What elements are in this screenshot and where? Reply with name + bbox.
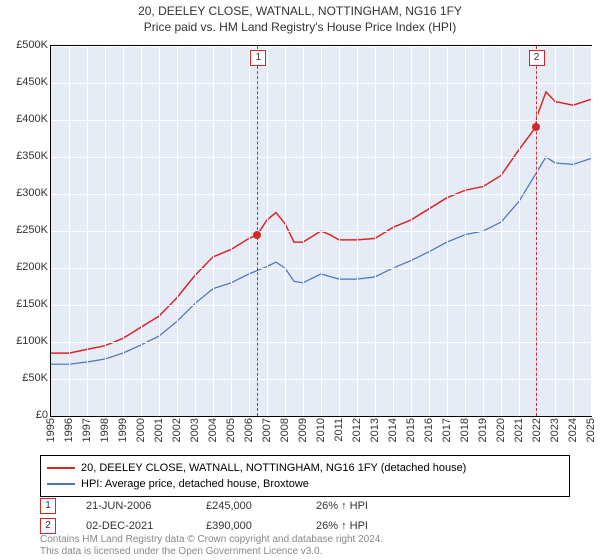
x-axis-label: 2025	[585, 418, 597, 442]
sale-marker-2: 2	[40, 518, 56, 534]
x-axis-label: 1999	[117, 418, 129, 442]
sale-row-1: 1 21-JUN-2006 £245,000 26% ↑ HPI	[40, 498, 368, 514]
x-axis-label: 2007	[261, 418, 273, 442]
chart-title: 20, DEELEY CLOSE, WATNALL, NOTTINGHAM, N…	[0, 0, 600, 18]
footer-line-2: This data is licensed under the Open Gov…	[40, 546, 383, 558]
x-axis-label: 2017	[441, 418, 453, 442]
x-axis-label: 1995	[45, 418, 57, 442]
footer-attribution: Contains HM Land Registry data © Crown c…	[40, 534, 383, 558]
legend-label-hpi: HPI: Average price, detached house, Brox…	[81, 478, 309, 490]
legend-label-property: 20, DEELEY CLOSE, WATNALL, NOTTINGHAM, N…	[81, 462, 466, 474]
legend-row-property: 20, DEELEY CLOSE, WATNALL, NOTTINGHAM, N…	[47, 460, 563, 476]
chart-subtitle: Price paid vs. HM Land Registry's House …	[0, 18, 600, 34]
y-axis-label: £450K	[16, 76, 48, 88]
chart-plot-area: 12	[50, 45, 592, 417]
sale-row-2: 2 02-DEC-2021 £390,000 26% ↑ HPI	[40, 518, 368, 534]
x-axis-label: 2000	[135, 418, 147, 442]
sale-dot	[253, 231, 261, 239]
sale-date-2: 02-DEC-2021	[86, 520, 176, 532]
footer-line-1: Contains HM Land Registry data © Crown c…	[40, 534, 383, 546]
x-axis-label: 2013	[369, 418, 381, 442]
x-axis-label: 1998	[99, 418, 111, 442]
x-axis-label: 2022	[531, 418, 543, 442]
x-axis-label: 1997	[81, 418, 93, 442]
x-axis-label: 2002	[171, 418, 183, 442]
x-axis-label: 2019	[477, 418, 489, 442]
x-axis-label: 2003	[189, 418, 201, 442]
sale-date-1: 21-JUN-2006	[86, 500, 176, 512]
legend-row-hpi: HPI: Average price, detached house, Brox…	[47, 476, 563, 492]
x-axis-label: 2014	[387, 418, 399, 442]
x-axis-label: 2020	[495, 418, 507, 442]
y-axis-label: £500K	[16, 39, 48, 51]
x-axis-label: 2006	[243, 418, 255, 442]
sale-price-2: £390,000	[206, 520, 286, 532]
y-axis-label: £100K	[16, 335, 48, 347]
x-axis-label: 2018	[459, 418, 471, 442]
x-axis-label: 2015	[405, 418, 417, 442]
y-axis-label: £350K	[16, 150, 48, 162]
y-axis-label: £150K	[16, 298, 48, 310]
x-axis-label: 2012	[351, 418, 363, 442]
x-axis-label: 2011	[333, 418, 345, 442]
legend-swatch-hpi	[47, 483, 75, 485]
chart-marker-box: 1	[250, 50, 266, 66]
y-axis-label: £250K	[16, 224, 48, 236]
x-axis-label: 2001	[153, 418, 165, 442]
x-axis-label: 2023	[549, 418, 561, 442]
chart-marker-box: 2	[529, 50, 545, 66]
x-axis-label: 2008	[279, 418, 291, 442]
x-axis-label: 2024	[567, 418, 579, 442]
sale-marker-1: 1	[40, 498, 56, 514]
x-axis-label: 2004	[207, 418, 219, 442]
sale-price-1: £245,000	[206, 500, 286, 512]
x-axis-label: 2021	[513, 418, 525, 442]
chart-legend: 20, DEELEY CLOSE, WATNALL, NOTTINGHAM, N…	[40, 455, 570, 497]
x-axis-label: 2009	[297, 418, 309, 442]
sale-dot	[532, 123, 540, 131]
y-axis-label: £50K	[22, 372, 48, 384]
y-axis-label: £300K	[16, 187, 48, 199]
x-axis-label: 2005	[225, 418, 237, 442]
y-axis-label: £200K	[16, 261, 48, 273]
x-axis-label: 2010	[315, 418, 327, 442]
x-axis-label: 2016	[423, 418, 435, 442]
legend-swatch-property	[47, 467, 75, 469]
y-axis-label: £400K	[16, 113, 48, 125]
sale-hpi-2: 26% ↑ HPI	[316, 520, 368, 532]
x-axis-label: 1996	[63, 418, 75, 442]
sale-hpi-1: 26% ↑ HPI	[316, 500, 368, 512]
